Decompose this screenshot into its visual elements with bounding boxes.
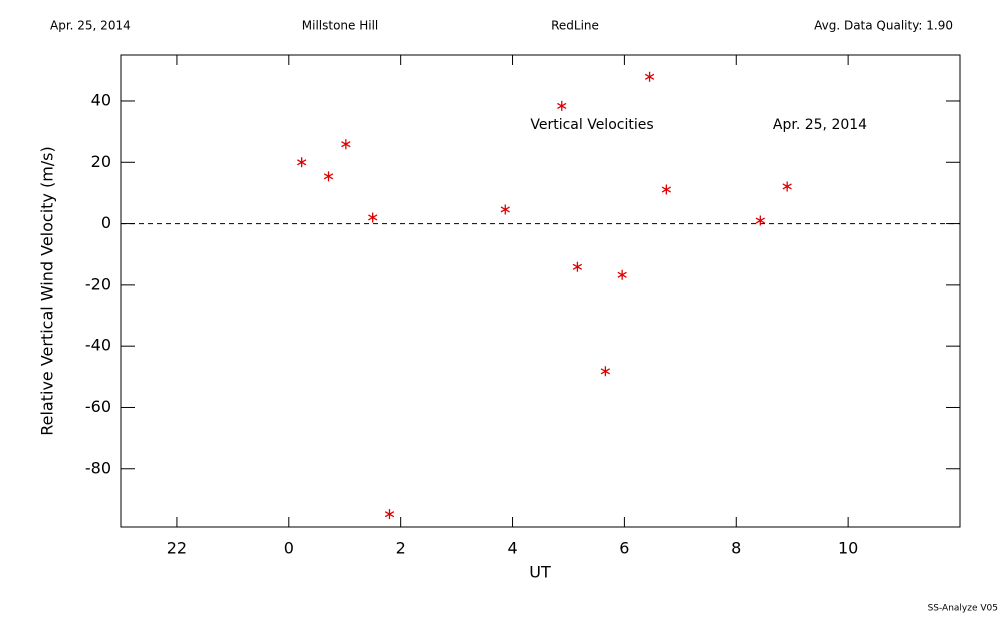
plot-frame: [120, 54, 961, 528]
annotation: Apr. 25, 2014: [773, 117, 867, 133]
point: [368, 212, 378, 223]
point: [557, 100, 567, 111]
y-tick-label: 20: [91, 152, 111, 171]
point: [644, 71, 655, 82]
x-tick-label: 0: [284, 539, 294, 558]
y-tick-label: -80: [85, 458, 111, 477]
x-tick-label: 6: [619, 539, 629, 558]
header-site: Millstone Hill: [302, 19, 378, 33]
point: [572, 261, 583, 272]
point: [297, 157, 307, 168]
y-tick-label: 0: [101, 213, 111, 232]
point: [661, 184, 672, 195]
point: [341, 139, 351, 150]
point: [755, 215, 765, 226]
header-quality: Avg. Data Quality: 1.90: [814, 19, 953, 33]
point: [384, 509, 395, 520]
x-axis-label: UT: [529, 563, 551, 582]
point: [617, 269, 627, 280]
y-tick-label: 40: [91, 90, 111, 109]
point: [500, 204, 510, 215]
x-tick-label: 8: [731, 539, 741, 558]
y-axis-label: Relative Vertical Wind Velocity (m/s): [38, 146, 57, 436]
point: [323, 171, 334, 182]
point: [600, 366, 611, 377]
x-tick-label: 22: [167, 539, 187, 558]
x-tick-label: 10: [838, 539, 858, 558]
x-tick-label: 2: [396, 539, 406, 558]
footer: SS-Analyze V05: [928, 604, 998, 614]
point: [782, 181, 792, 192]
header-date: Apr. 25, 2014: [50, 19, 131, 33]
annotation: Vertical Velocities: [530, 117, 653, 133]
x-tick-label: 4: [507, 539, 517, 558]
y-tick-label: -60: [85, 397, 111, 416]
header-filter: RedLine: [551, 19, 599, 33]
y-tick-label: -40: [85, 336, 111, 355]
y-tick-label: -20: [85, 274, 111, 293]
